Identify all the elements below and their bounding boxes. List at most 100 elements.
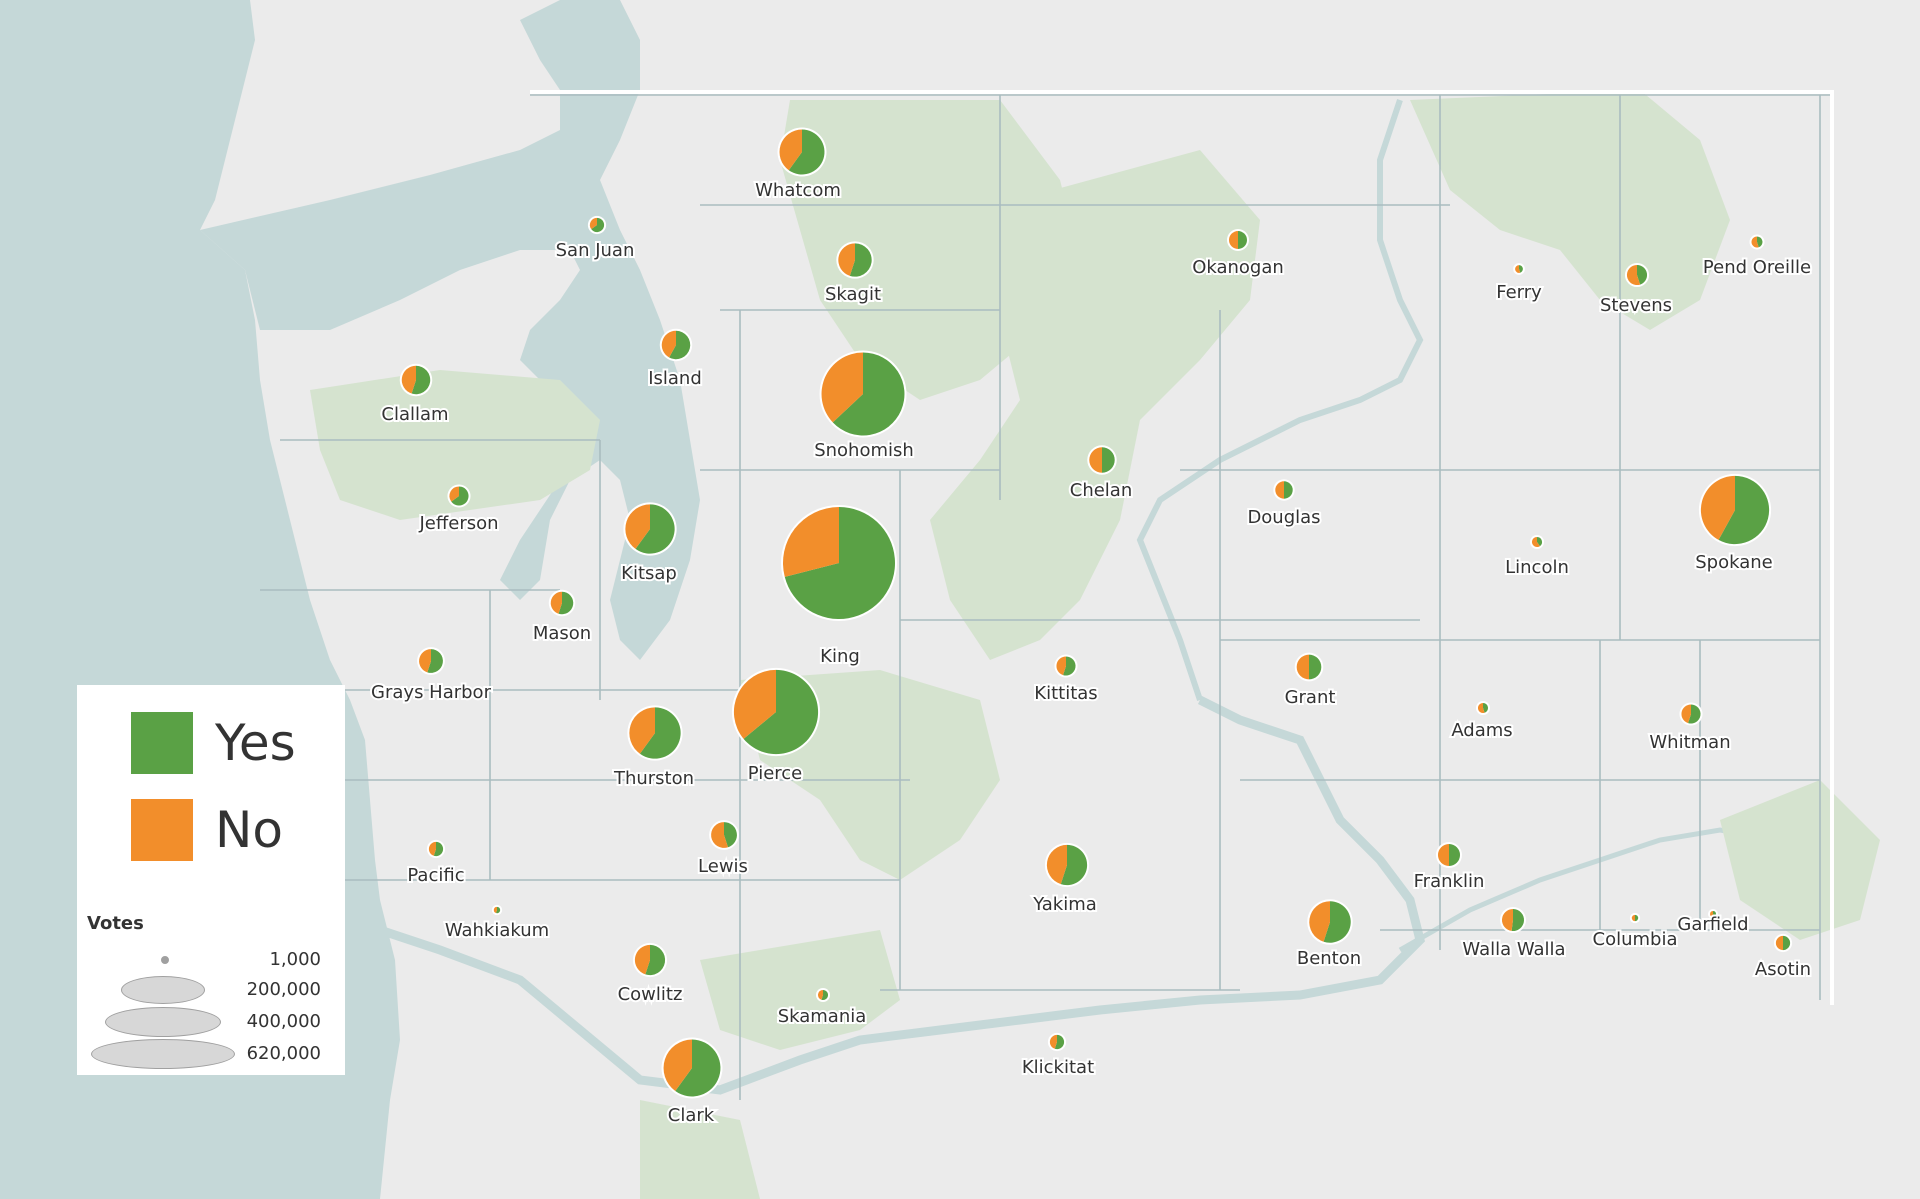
legend-size-title: Votes — [87, 913, 144, 934]
county-pie[interactable] — [1624, 262, 1650, 288]
pie-slice-no — [817, 989, 823, 1000]
pie-slice-no — [1437, 843, 1449, 867]
county-pie[interactable] — [1513, 263, 1525, 275]
county-pie[interactable] — [1047, 1032, 1067, 1052]
pie-slice-no — [1056, 656, 1066, 676]
county-label: Klickitat — [1022, 1057, 1094, 1078]
pie-slice-yes — [451, 486, 469, 506]
county-pie[interactable] — [1698, 473, 1772, 547]
county-pie[interactable] — [1708, 909, 1718, 919]
legend-size-row: 1,000 — [77, 945, 345, 975]
county-label: Mason — [533, 623, 591, 644]
legend-no-swatch — [131, 799, 193, 861]
county-label: Kitsap — [621, 563, 677, 584]
county-pie[interactable] — [709, 820, 739, 850]
county-pie[interactable] — [1499, 906, 1527, 934]
pie-slice-yes — [1637, 264, 1648, 285]
pie-slice-no — [1700, 475, 1735, 540]
pie-slice-no — [1229, 231, 1238, 249]
county-pie[interactable] — [417, 647, 445, 675]
pie-slice-yes — [849, 243, 872, 277]
county-label: Clark — [668, 1105, 715, 1126]
county-label: San Juan — [556, 240, 635, 261]
pie-slice-yes — [1757, 236, 1763, 248]
county-pie[interactable] — [623, 502, 677, 556]
county-pie[interactable] — [447, 484, 471, 508]
county-pie[interactable] — [1307, 899, 1353, 945]
pie-slice-yes — [1054, 1034, 1065, 1050]
pie-slice-no — [733, 669, 776, 739]
county-pie[interactable] — [1679, 702, 1703, 726]
legend-size-label: 620,000 — [246, 1043, 321, 1064]
pie-slice-no — [401, 365, 416, 394]
county-pie[interactable] — [777, 127, 827, 177]
county-pie[interactable] — [1773, 933, 1793, 953]
county-label: Spokane — [1695, 552, 1772, 573]
county-pie[interactable] — [819, 350, 907, 438]
county-pie[interactable] — [632, 942, 668, 978]
county-label: Kittitas — [1034, 683, 1097, 704]
county-pie[interactable] — [836, 241, 874, 279]
county-label: Snohomish — [814, 440, 914, 461]
county-pie[interactable] — [426, 839, 446, 859]
pie-slice-yes — [1102, 447, 1115, 473]
county-pie[interactable] — [399, 363, 433, 397]
pie-slice-yes — [821, 989, 829, 1001]
county-pie[interactable] — [548, 589, 576, 617]
county-pie[interactable] — [731, 667, 821, 757]
pie-slice-yes — [1537, 536, 1543, 547]
county-label: Skagit — [825, 284, 881, 305]
county-pie[interactable] — [781, 505, 897, 621]
county-label: Benton — [1297, 948, 1361, 969]
county-pie[interactable] — [1273, 479, 1295, 501]
pie-slice-no — [1631, 914, 1635, 922]
pie-slice-no — [1775, 935, 1783, 951]
pie-slice-no — [493, 906, 497, 914]
legend-size-label: 200,000 — [246, 979, 321, 1000]
county-pie[interactable] — [1475, 700, 1491, 716]
county-pie[interactable] — [1749, 234, 1765, 250]
county-label: Stevens — [1600, 295, 1672, 316]
county-label: Asotin — [1755, 959, 1811, 980]
pie-slice-yes — [433, 841, 444, 857]
pie-slice-yes — [591, 217, 605, 233]
legend-size-marker — [105, 1007, 221, 1037]
legend-size-row: 400,000 — [77, 1007, 345, 1037]
county-pie[interactable] — [1227, 229, 1249, 251]
pie-slice-no — [1309, 901, 1330, 942]
legend-size-marker — [91, 1039, 235, 1069]
legend-size-row: 620,000 — [77, 1039, 345, 1069]
county-label: Grant — [1285, 687, 1336, 708]
county-pie[interactable] — [1529, 534, 1545, 550]
county-pie[interactable] — [1435, 841, 1463, 869]
pie-slice-yes — [427, 649, 443, 673]
county-pie[interactable] — [1054, 654, 1078, 678]
county-pie[interactable] — [627, 705, 683, 761]
pie-slice-yes — [496, 906, 501, 914]
pie-slice-yes — [1511, 908, 1525, 932]
columbia-river-upper — [1136, 99, 1424, 701]
pie-slice-yes — [784, 507, 896, 620]
legend-no-label: No — [215, 801, 283, 859]
pie-slice-no — [838, 243, 855, 276]
county-pie[interactable] — [1044, 842, 1090, 888]
pie-slice-no — [419, 649, 431, 673]
pie-slice-yes — [635, 504, 675, 554]
county-label: Wahkiakum — [445, 920, 549, 941]
county-label: Douglas — [1247, 507, 1320, 528]
pie-slice-yes — [675, 1039, 721, 1097]
pie-slice-yes — [639, 707, 681, 759]
county-pie[interactable] — [661, 1037, 723, 1099]
county-pie[interactable] — [587, 215, 607, 235]
pie-slice-yes — [1519, 265, 1523, 273]
county-pie[interactable] — [815, 987, 831, 1003]
county-pie[interactable] — [491, 904, 503, 916]
county-pie[interactable] — [1294, 652, 1324, 682]
county-label: King — [820, 646, 860, 667]
county-pie[interactable] — [659, 328, 693, 362]
county-pie[interactable] — [1629, 912, 1641, 924]
pie-slice-yes — [645, 944, 666, 976]
county-label: Grays Harbor — [371, 682, 492, 703]
county-pie[interactable] — [1087, 445, 1117, 475]
